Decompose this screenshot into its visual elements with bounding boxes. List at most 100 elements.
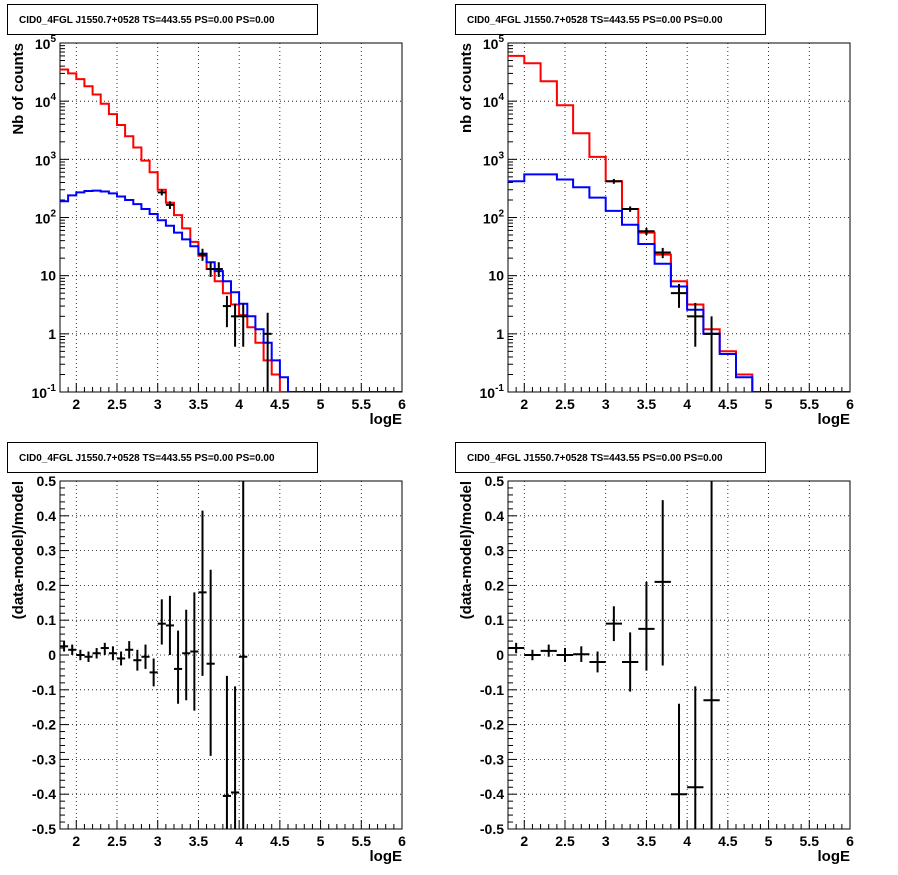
data-point (263, 312, 272, 392)
data-point (670, 703, 688, 829)
y-tick-label: 103 (35, 150, 57, 168)
series-line-2 (60, 189, 402, 392)
data-point (222, 675, 231, 829)
y-tick-label: -0.3 (480, 751, 504, 767)
x-tick-label: 4 (235, 833, 243, 849)
plot-frame (59, 480, 403, 830)
y-tick-label: 103 (483, 150, 505, 168)
data-point (703, 481, 720, 829)
data-point (540, 644, 557, 657)
data-point (133, 649, 142, 671)
data-point (556, 648, 574, 662)
plot-area (508, 54, 850, 392)
data-point (638, 227, 655, 236)
x-tick-label: 6 (398, 833, 406, 849)
plot-area (60, 68, 402, 392)
data-point (239, 303, 248, 347)
data-point (108, 646, 117, 661)
series-line-1 (60, 68, 402, 392)
x-tick-label: 4.5 (718, 833, 738, 849)
data-point (222, 295, 231, 328)
chart-title: CID0_4FGL J1550.7+0528 TS=443.55 PS=0.00… (19, 15, 275, 26)
chart-title: CID0_4FGL J1550.7+0528 TS=443.55 PS=0.00… (19, 453, 275, 464)
y-tick-label: 0.5 (37, 473, 57, 489)
data-point (589, 651, 606, 673)
x-tick-label: 4.5 (270, 396, 290, 412)
data-point (654, 500, 671, 666)
series-line-2 (508, 173, 850, 392)
y-tick-label: 102 (483, 209, 505, 227)
y-tick-label: -0.1 (32, 682, 56, 698)
x-tick-label: 3 (154, 833, 162, 849)
data-point (174, 630, 183, 704)
y-tick-label: 0.1 (37, 612, 57, 628)
x-tick-label: 4 (683, 396, 691, 412)
x-tick-label: 5 (765, 396, 773, 412)
title-box (455, 4, 766, 35)
y-tick-label: 0.4 (37, 508, 57, 524)
data-point (68, 644, 77, 655)
data-point (687, 302, 704, 347)
ticks (507, 42, 851, 393)
plot-area (60, 481, 248, 829)
ticks (59, 480, 403, 830)
title-box (455, 442, 766, 473)
y-axis-label: (data-model)/model (10, 481, 27, 619)
data-point (231, 686, 240, 829)
grid (60, 480, 403, 830)
data-point (573, 646, 590, 662)
y-tick-label: 10 (40, 268, 56, 284)
x-axis-label: logE (370, 848, 403, 865)
x-axis-label: logE (818, 411, 851, 428)
x-tick-label: 5.5 (800, 396, 820, 412)
y-tick-label: 0.3 (485, 543, 505, 559)
x-tick-label: 6 (398, 396, 406, 412)
x-tick-label: 2 (72, 396, 80, 412)
data-point (622, 632, 639, 692)
data-point (165, 595, 174, 655)
y-tick-label: -0.3 (32, 751, 56, 767)
data-point (524, 649, 541, 661)
x-tick-label: 3 (602, 396, 610, 412)
data-point (703, 316, 720, 392)
x-tick-label: 2.5 (107, 833, 127, 849)
grid (60, 42, 403, 393)
data-point (214, 262, 223, 277)
data-point (84, 651, 93, 662)
x-tick-label: 3 (154, 396, 162, 412)
x-tick-label: 2 (520, 396, 528, 412)
plot-frame (59, 42, 403, 393)
data-point (654, 247, 671, 259)
series-line-1 (508, 54, 850, 392)
x-tick-label: 3.5 (637, 833, 657, 849)
data-point (198, 510, 207, 676)
y-tick-label: 0.4 (485, 508, 505, 524)
data-point (92, 648, 101, 659)
data-point (206, 569, 215, 756)
y-tick-label: 105 (35, 34, 57, 52)
y-tick-label: 0.1 (485, 612, 505, 628)
data-point (508, 642, 525, 654)
data-point (182, 609, 191, 701)
y-axis-label: (data-model)/model (458, 481, 475, 619)
y-tick-label: 0.3 (37, 543, 57, 559)
y-tick-label: -0.4 (480, 786, 504, 802)
data-point (60, 641, 69, 652)
data-point (190, 592, 199, 711)
data-point (206, 262, 215, 277)
y-axis-label: Nb of counts (10, 43, 27, 135)
x-tick-label: 6 (846, 396, 854, 412)
y-tick-label: -0.1 (480, 682, 504, 698)
data-point (605, 606, 622, 642)
x-tick-label: 4 (683, 833, 691, 849)
title-box (7, 4, 318, 35)
data-point (239, 481, 248, 829)
x-tick-label: 2 (520, 833, 528, 849)
x-tick-label: 5 (317, 396, 325, 412)
plot-area (508, 481, 720, 829)
grid (508, 42, 851, 393)
data-point (638, 581, 655, 671)
data-point (670, 283, 688, 308)
x-tick-label: 3.5 (189, 396, 209, 412)
